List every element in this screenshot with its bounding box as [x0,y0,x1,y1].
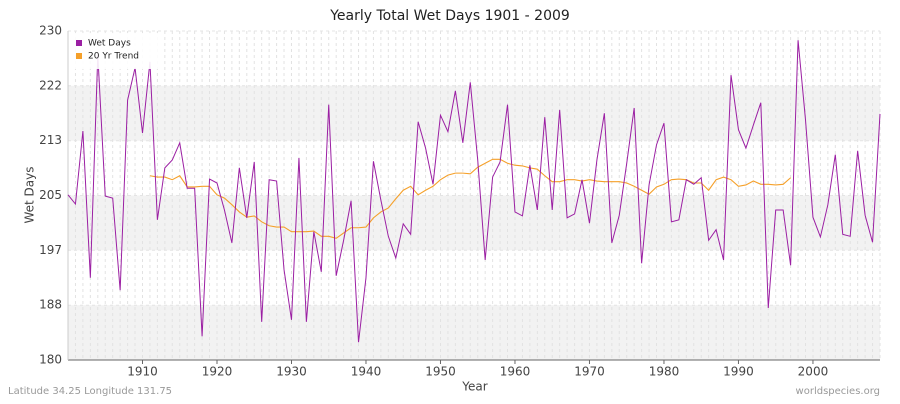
x-tick-label: 1910 [127,365,158,379]
chart-title: Yearly Total Wet Days 1901 - 2009 [329,8,570,24]
x-tick-label: 1920 [202,365,233,379]
x-tick-label: 1970 [574,365,605,379]
y-axis-label: Wet Days [23,166,37,223]
grid-band [68,195,880,251]
y-tick-label: 188 [39,298,62,312]
x-axis-label: Year [461,380,487,394]
x-tick-label: 2000 [798,365,829,379]
y-tick-label: 230 [39,24,62,38]
grid-band [68,85,880,141]
legend-label: 20 Yr Trend [88,52,139,62]
legend-label: Wet Days [88,39,131,49]
x-tick-label: 1930 [276,365,307,379]
legend: Wet Days 20 Yr Trend [72,33,164,69]
series-line [67,40,881,343]
footer-right: worldspecies.org [796,386,880,397]
y-tick-label: 222 [39,78,62,92]
x-tick-label: 1980 [649,365,680,379]
y-tick-label: 180 [39,353,62,367]
legend-marker [76,40,82,46]
grid-band [68,305,880,360]
legend-box [72,33,164,69]
x-tick-label: 1940 [351,365,382,379]
x-tick-label: 1960 [500,365,531,379]
x-tick-label: 1990 [723,365,754,379]
legend-marker [76,53,82,59]
footer-left: Latitude 34.25 Longitude 131.75 [8,386,172,397]
x-tick-label: 1950 [425,365,456,379]
y-tick-label: 205 [39,188,62,202]
y-tick-label: 213 [39,133,62,147]
y-tick-label: 197 [39,243,62,257]
